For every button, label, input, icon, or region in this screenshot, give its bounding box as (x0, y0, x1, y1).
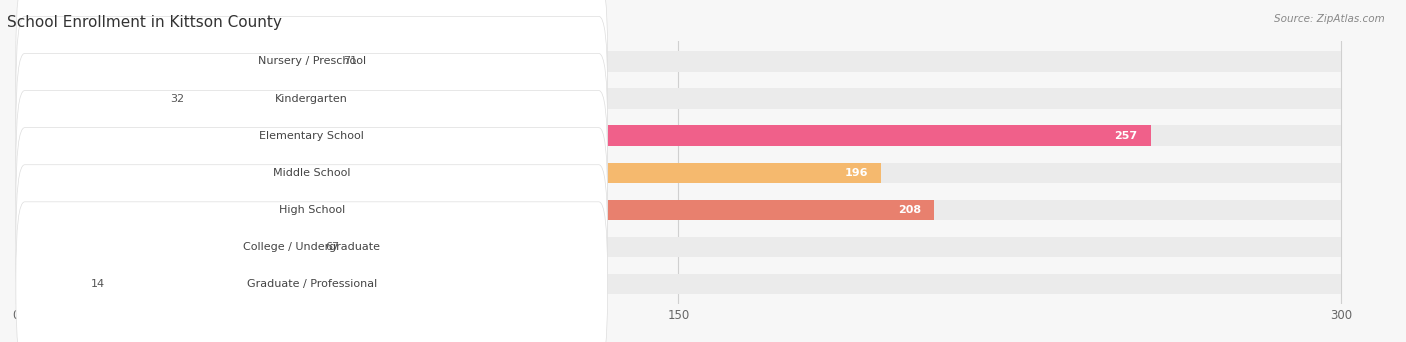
Bar (15, 126, 1341, 146)
FancyBboxPatch shape (15, 91, 607, 255)
Text: 257: 257 (1115, 131, 1137, 141)
FancyBboxPatch shape (15, 128, 607, 292)
Text: 208: 208 (898, 205, 921, 215)
Text: Kindergarten: Kindergarten (276, 93, 349, 104)
Bar (15, 274, 77, 294)
Bar (15, 200, 935, 220)
Bar (15, 274, 1341, 294)
Text: Elementary School: Elementary School (259, 131, 364, 141)
FancyBboxPatch shape (15, 0, 607, 144)
Bar (15, 51, 329, 71)
Text: Graduate / Professional: Graduate / Professional (246, 279, 377, 289)
Text: Source: ZipAtlas.com: Source: ZipAtlas.com (1274, 14, 1385, 24)
Bar (15, 162, 1341, 183)
Bar (15, 126, 1152, 146)
Bar (15, 88, 157, 109)
Bar (15, 200, 1341, 220)
Text: School Enrollment in Kittson County: School Enrollment in Kittson County (7, 15, 283, 30)
FancyBboxPatch shape (15, 165, 607, 329)
Bar (15, 51, 1341, 71)
FancyBboxPatch shape (15, 16, 607, 181)
FancyBboxPatch shape (15, 202, 607, 342)
Text: 71: 71 (343, 56, 357, 66)
Text: High School: High School (278, 205, 344, 215)
Text: College / Undergraduate: College / Undergraduate (243, 242, 380, 252)
Text: 14: 14 (91, 279, 105, 289)
Text: Nursery / Preschool: Nursery / Preschool (257, 56, 366, 66)
Text: 196: 196 (845, 168, 868, 178)
Bar (15, 162, 882, 183)
FancyBboxPatch shape (15, 53, 607, 218)
Text: Middle School: Middle School (273, 168, 350, 178)
Text: 32: 32 (170, 93, 184, 104)
Text: 67: 67 (325, 242, 339, 252)
Bar (15, 88, 1341, 109)
Bar (15, 237, 1341, 257)
Bar (15, 237, 312, 257)
